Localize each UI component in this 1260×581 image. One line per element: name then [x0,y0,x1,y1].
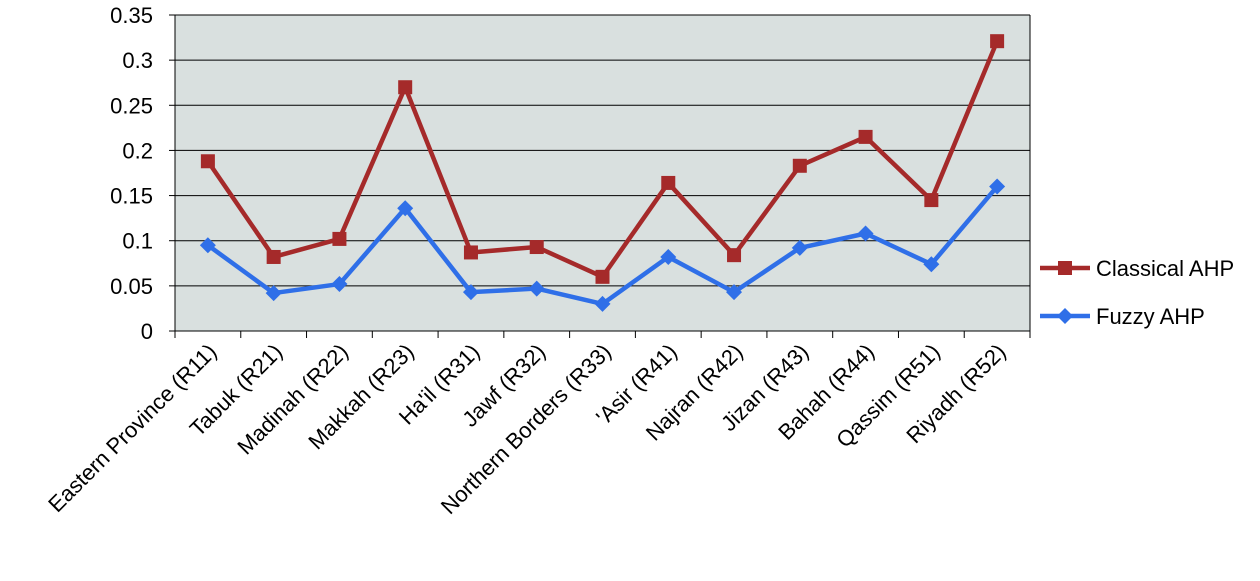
legend-item: Classical AHP [1040,256,1234,281]
legend-marker [1057,308,1073,324]
data-point [266,249,281,264]
data-point [595,269,610,284]
data-point [924,193,939,208]
y-tick-label: 0.15 [110,184,153,209]
data-point [923,256,940,273]
data-point [791,239,808,256]
data-point [727,248,742,263]
data-point [858,129,873,144]
series-classical-ahp [200,34,1005,284]
data-point [594,295,611,312]
data-point [331,276,348,293]
legend-item: Fuzzy AHP [1040,304,1205,329]
data-point [989,178,1006,195]
data-point [726,284,743,301]
data-point [528,280,545,297]
y-tick-label: 0.1 [122,229,153,254]
data-point [990,34,1005,49]
y-tick-label: 0.3 [122,48,153,73]
data-point [529,240,544,255]
data-point [463,245,478,260]
data-point [660,248,677,265]
y-tick-label: 0.2 [122,138,153,163]
data-point [200,154,215,169]
y-tick-label: 0.25 [110,93,153,118]
y-tick-label: 0 [141,319,153,344]
y-tick-label: 0.35 [110,3,153,28]
data-point [792,158,807,173]
data-point [857,225,874,242]
y-tick-label: 0.05 [110,274,153,299]
data-point [397,200,414,217]
data-point [398,80,413,95]
legend-label: Fuzzy AHP [1096,304,1205,329]
data-point [199,237,216,254]
series-group [199,34,1006,312]
data-point [462,284,479,301]
series-fuzzy-ahp [199,178,1006,312]
legend-marker [1058,261,1072,275]
legend-label: Classical AHP [1096,256,1234,281]
data-point [265,285,282,302]
legend: Classical AHP Fuzzy AHP [1040,256,1234,329]
data-point [661,175,676,190]
data-point [332,231,347,246]
